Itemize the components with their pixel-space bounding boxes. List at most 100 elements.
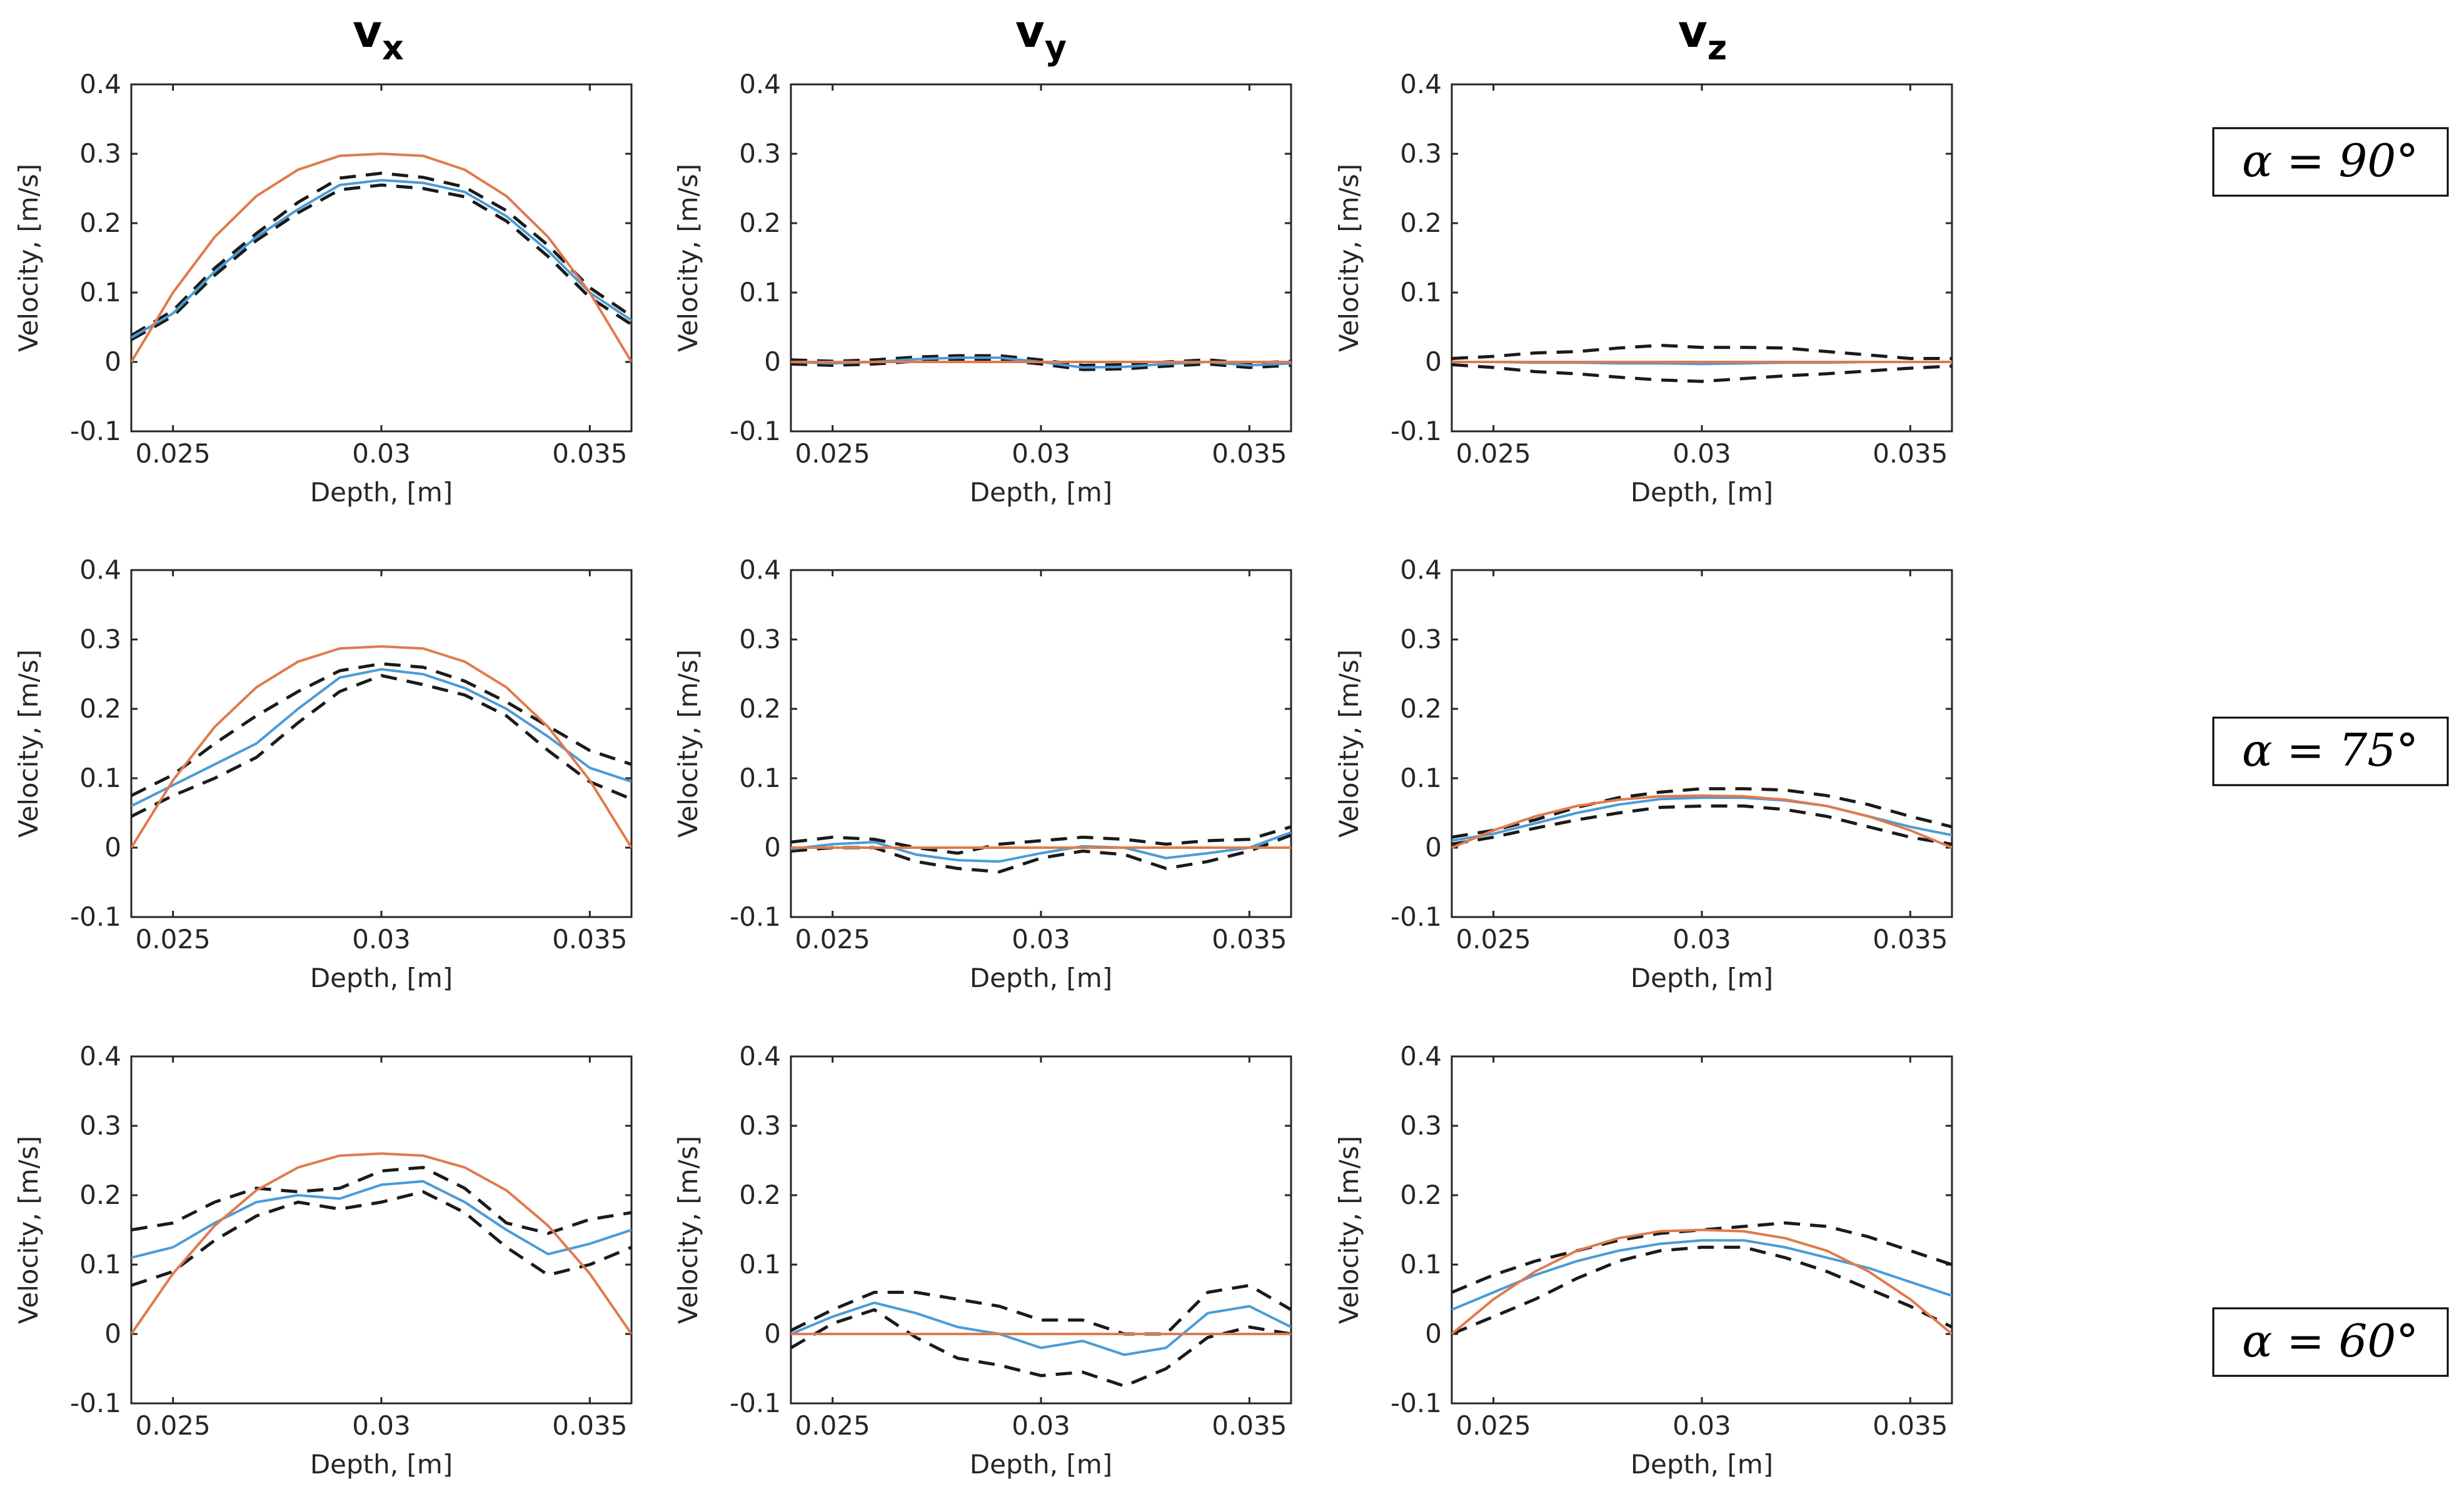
lower-bound-line xyxy=(791,358,1291,371)
lower-bound-line xyxy=(131,674,631,818)
y-tick-label: -0.1 xyxy=(730,416,781,446)
y-tick-label: 0.1 xyxy=(739,1249,781,1280)
x-tick-label: 0.035 xyxy=(1212,1410,1287,1441)
y-tick-label: 0.4 xyxy=(79,1041,121,1071)
y-tick-label: 0 xyxy=(104,832,121,863)
lower-bound-line xyxy=(1452,1245,1952,1336)
y-tick-label: -0.1 xyxy=(730,901,781,932)
x-tick-label: 0.03 xyxy=(352,1410,411,1441)
column-title-vy-sub: y xyxy=(1045,28,1067,68)
series-group xyxy=(131,645,631,849)
x-tick-label: 0.03 xyxy=(1012,1410,1070,1441)
x-axis-label: Depth, [m] xyxy=(310,477,453,508)
upper-bound-line xyxy=(1452,787,1952,839)
row-label-alpha90: α = 90° xyxy=(2212,127,2449,197)
series-group xyxy=(791,1283,1291,1388)
y-tick-label: 0 xyxy=(764,1318,781,1349)
x-tick-label: 0.035 xyxy=(552,1410,627,1441)
x-axis-label: Depth, [m] xyxy=(1631,1449,1773,1480)
panel-vx-alpha75: -0.1 0 0.1 0.2 0.3 0.4 0.025 0.03 0.035 Depth, [m… xyxy=(13,554,633,993)
theory-line xyxy=(1452,1228,1952,1335)
y-tick-label: 0.4 xyxy=(1400,1041,1442,1071)
y-tick-label: -0.1 xyxy=(70,901,121,932)
measured-mean-line xyxy=(1452,1239,1952,1311)
row-label-alpha75-text: α = 75° xyxy=(2242,724,2418,776)
x-axis-label: Depth, [m] xyxy=(970,1449,1112,1480)
lower-bound-line xyxy=(131,1190,631,1287)
column-title-vz: vz xyxy=(1678,5,1727,68)
measured-mean-line xyxy=(131,1180,631,1259)
y-tick-label: -0.1 xyxy=(70,1388,121,1418)
x-tick-label: 0.025 xyxy=(1456,924,1531,955)
x-axis-label: Depth, [m] xyxy=(1631,477,1773,508)
lower-bound-line xyxy=(1452,804,1952,846)
series-group xyxy=(791,354,1291,371)
row-label-alpha75: α = 75° xyxy=(2212,716,2449,786)
y-axis-label: Velocity, [m/s] xyxy=(673,1136,703,1324)
y-tick-label: 0 xyxy=(764,346,781,377)
measured-mean-line xyxy=(791,831,1291,863)
column-title-vx-sub: x xyxy=(382,28,404,68)
x-tick-label: 0.025 xyxy=(795,924,870,955)
x-tick-label: 0.035 xyxy=(1212,438,1287,469)
row-label-alpha75-box xyxy=(2212,716,2449,786)
y-tick-label: 0.3 xyxy=(1400,1110,1442,1141)
column-title-vz-sub: z xyxy=(1707,28,1727,68)
y-tick-label: 0.1 xyxy=(79,1249,121,1280)
x-tick-label: 0.025 xyxy=(136,924,211,955)
x-tick-label: 0.025 xyxy=(795,438,870,469)
y-tick-label: 0.3 xyxy=(1400,624,1442,654)
theory-line xyxy=(1452,794,1952,849)
y-tick-label: 0.2 xyxy=(739,1180,781,1210)
x-tick-label: 0.025 xyxy=(136,438,211,469)
column-title-vx-main: v xyxy=(353,5,382,58)
x-tick-label: 0.03 xyxy=(1672,1410,1731,1441)
x-tick-label: 0.035 xyxy=(1212,924,1287,955)
y-tick-label: 0.4 xyxy=(79,554,121,585)
y-tick-label: 0 xyxy=(1425,346,1442,377)
x-tick-label: 0.03 xyxy=(352,924,411,955)
series-group xyxy=(1452,343,1952,383)
y-tick-label: 0.1 xyxy=(1400,763,1442,793)
x-axis-label: Depth, [m] xyxy=(310,1449,453,1480)
axes-box xyxy=(790,569,1292,918)
panel-vy-alpha90: -0.1 0 0.1 0.2 0.3 0.4 0.025 0.03 0.035 Depth, [m… xyxy=(673,69,1292,508)
theory-line xyxy=(131,645,631,849)
y-tick-label: 0.3 xyxy=(1400,138,1442,169)
x-tick-label: 0.035 xyxy=(1873,438,1948,469)
upper-bound-line xyxy=(791,1283,1291,1336)
lower-bound-line xyxy=(791,1308,1291,1388)
row-label-alpha60-box xyxy=(2212,1307,2449,1377)
y-tick-label: 0.4 xyxy=(739,554,781,585)
y-tick-label: 0.2 xyxy=(79,1180,121,1210)
x-tick-label: 0.035 xyxy=(1873,924,1948,955)
x-tick-label: 0.03 xyxy=(1012,438,1070,469)
y-tick-label: 0 xyxy=(764,832,781,863)
axes-box xyxy=(1451,83,1953,433)
upper-bound-line xyxy=(131,171,631,337)
y-tick-label: 0.4 xyxy=(739,69,781,99)
lower-bound-line xyxy=(131,183,631,341)
x-axis-label: Depth, [m] xyxy=(970,477,1112,508)
y-tick-label: 0.1 xyxy=(79,763,121,793)
y-tick-label: 0.4 xyxy=(1400,69,1442,99)
series-group xyxy=(131,1152,631,1335)
y-tick-label: 0 xyxy=(1425,832,1442,863)
x-tick-label: 0.03 xyxy=(1672,924,1731,955)
y-tick-label: -0.1 xyxy=(1390,416,1442,446)
y-axis-label: Velocity, [m/s] xyxy=(13,164,44,352)
panel-vz-alpha90: -0.1 0 0.1 0.2 0.3 0.4 0.025 0.03 0.035 Depth, [m… xyxy=(1334,69,1953,508)
axes-box xyxy=(130,569,633,918)
measured-mean-line xyxy=(131,179,631,339)
panel-vx-alpha90: -0.1 0 0.1 0.2 0.3 0.4 0.025 0.03 0.035 Depth, [m… xyxy=(13,69,633,508)
series-group xyxy=(1452,787,1952,849)
y-tick-label: 0 xyxy=(104,346,121,377)
upper-bound-line xyxy=(1452,343,1952,360)
y-tick-label: 0.2 xyxy=(739,693,781,724)
theory-line xyxy=(131,1152,631,1335)
series-group xyxy=(1452,1221,1952,1336)
y-axis-label: Velocity, [m/s] xyxy=(13,649,44,838)
upper-bound-line xyxy=(1452,1221,1952,1294)
upper-bound-line xyxy=(791,354,1291,367)
axes-box xyxy=(130,1055,633,1405)
